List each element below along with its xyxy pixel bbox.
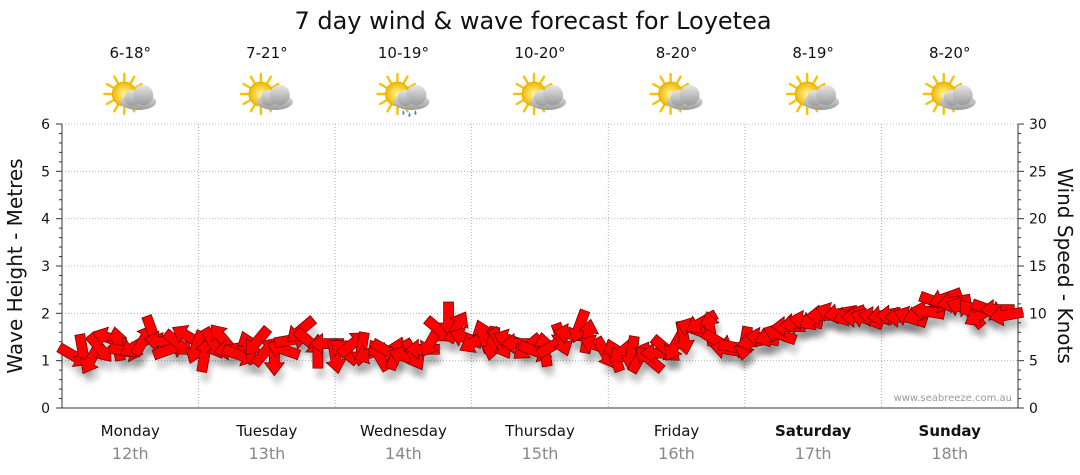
- day-date-label: 14th: [385, 444, 422, 463]
- watermark: www.seabreeze.com.au: [894, 393, 1012, 404]
- cloud-shape: [939, 85, 976, 110]
- sun-rays: [512, 72, 556, 116]
- cloud-shape: [120, 85, 157, 110]
- cloud-shape: [393, 85, 430, 110]
- day-temp-range: 8-19°: [792, 44, 834, 62]
- day-name-label: Monday: [101, 422, 160, 440]
- right-tick-label: 15: [1029, 259, 1047, 275]
- day-date-label: 12th: [112, 444, 149, 463]
- cloud-shape: [803, 85, 840, 110]
- wind-arrow: [673, 319, 695, 356]
- left-y-axis: 0 1 2 3 4 5 6: [41, 117, 62, 417]
- day-temp-range: 6-18°: [110, 44, 152, 62]
- day-date-label: 16th: [658, 444, 695, 463]
- left-tick-label: 2: [41, 306, 50, 322]
- day-name-label: Saturday: [775, 422, 852, 440]
- wind-arrow: [84, 331, 112, 362]
- wind-arrow: [443, 311, 469, 345]
- cloud-shape: [530, 85, 566, 110]
- partly-cloudy-icon: [512, 72, 566, 116]
- right-tick-label: 30: [1029, 117, 1047, 133]
- left-tick-label: 3: [41, 259, 50, 275]
- day-temp-range: 10-20°: [514, 44, 565, 62]
- day-date-label: 18th: [931, 444, 968, 463]
- day-name-label: Wednesday: [360, 422, 447, 440]
- cloud-rain-sun-icon: [376, 72, 430, 117]
- wind-arrows-series: [56, 287, 1025, 377]
- rain-drops: [402, 110, 417, 117]
- left-tick-label: 6: [41, 117, 50, 133]
- left-tick-label: 1: [41, 354, 50, 370]
- day-date-label: 17th: [795, 444, 832, 463]
- day-name-label: Tuesday: [235, 422, 297, 440]
- right-y-axis: 0 5 10 15 20 25 30: [1018, 117, 1047, 417]
- partly-cloudy-icon: [922, 72, 976, 116]
- partly-cloudy-icon: [649, 72, 703, 116]
- cloud-shape: [256, 85, 293, 110]
- wind-arrow: [161, 328, 192, 355]
- day-name-label: Thursday: [504, 422, 575, 440]
- day-temp-range: 8-20°: [656, 44, 698, 62]
- right-tick-label: 5: [1029, 354, 1038, 370]
- wind-arrow: [245, 325, 273, 356]
- day-temp-range: 10-19°: [378, 44, 429, 62]
- day-date-label: 15th: [522, 444, 559, 463]
- day-axis-labels: Monday 12th Tuesday 13th Wednesday 14th Thursd…: [101, 422, 981, 463]
- left-axis-label: Wave Height - Metres: [3, 158, 27, 373]
- day-temp-range: 7-21°: [246, 44, 288, 62]
- day-date-label: 13th: [248, 444, 285, 463]
- right-tick-label: 25: [1029, 164, 1047, 180]
- wind-arrow: [325, 338, 347, 375]
- wind-arrow: [988, 305, 1025, 327]
- day-temp-range: 8-20°: [929, 44, 971, 62]
- left-tick-label: 5: [41, 164, 50, 180]
- partly-cloudy-icon: [239, 72, 293, 116]
- partly-cloudy-icon: [785, 72, 840, 116]
- cloud-shape: [666, 85, 703, 110]
- chart-title: 7 day wind & wave forecast for Loyetea: [294, 7, 771, 35]
- left-tick-label: 0: [41, 401, 50, 417]
- partly-cloudy-icon: [103, 72, 157, 116]
- day-name-label: Sunday: [919, 422, 982, 440]
- right-tick-label: 20: [1029, 212, 1047, 228]
- day-forecast-headers: 6-18° 7-21° 10-19° 10-20° 8-20° 8-19° 8-20°: [103, 44, 976, 117]
- right-tick-label: 0: [1029, 401, 1038, 417]
- right-axis-label: Wind Speed - Knots: [1053, 168, 1077, 364]
- day-name-label: Friday: [654, 422, 700, 440]
- right-tick-label: 10: [1029, 306, 1047, 322]
- left-tick-label: 4: [41, 212, 50, 228]
